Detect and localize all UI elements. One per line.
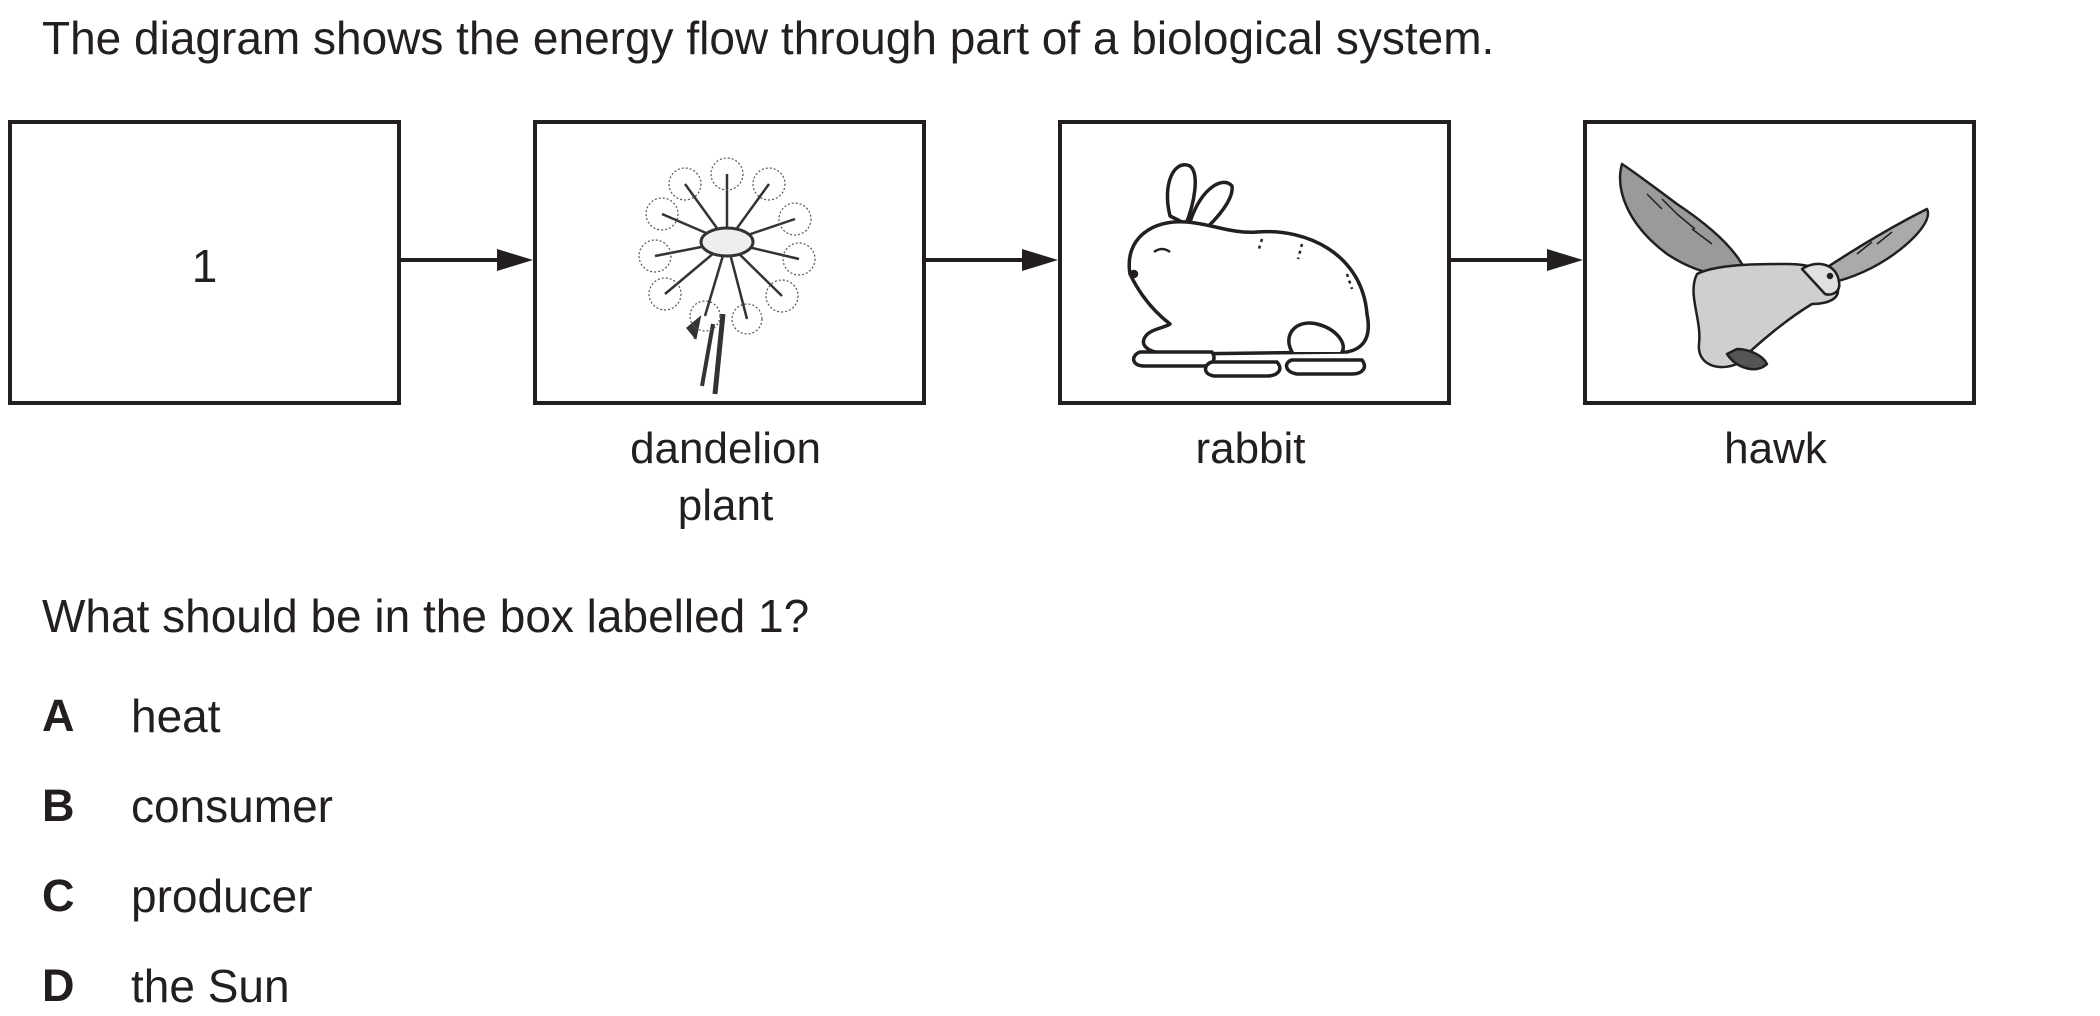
option-d-text: the Sun: [131, 960, 290, 1012]
caption-rabbit-line-1: rabbit: [1195, 424, 1306, 473]
arrow-1-to-dandelion: [397, 249, 533, 271]
box-1-label: 1: [191, 240, 218, 292]
arrow-rabbit-to-hawk: [1447, 249, 1583, 271]
diagram-box-1: 1: [8, 120, 401, 405]
caption-hawk-line-1: hawk: [1724, 424, 1827, 473]
caption-rabbit: rabbit: [1054, 420, 1447, 477]
caption-hawk: hawk: [1579, 420, 1972, 477]
rabbit-icon: [1127, 163, 1370, 378]
caption-dandelion-line-2: plant: [677, 481, 774, 530]
option-d-letter: D: [42, 960, 75, 1011]
intro-text: The diagram shows the energy flow throug…: [42, 12, 1495, 64]
option-a-letter: A: [42, 690, 75, 741]
caption-dandelion-line-1: dandelion: [630, 424, 821, 473]
diagram-box-hawk: [1583, 120, 1976, 405]
arrow-dandelion-to-rabbit: [922, 249, 1058, 271]
option-c-text: producer: [131, 870, 313, 922]
question-text: What should be in the box labelled 1?: [42, 590, 810, 642]
dandelion-icon: [638, 157, 816, 395]
option-b-letter: B: [42, 780, 75, 831]
hawk-icon: [1618, 162, 1930, 371]
option-c-letter: C: [42, 870, 75, 921]
diagram-box-dandelion: [533, 120, 926, 405]
caption-dandelion: dandelion plant: [529, 420, 922, 534]
diagram-box-rabbit: [1058, 120, 1451, 405]
option-b-text: consumer: [131, 780, 333, 832]
option-a-text: heat: [131, 690, 221, 742]
